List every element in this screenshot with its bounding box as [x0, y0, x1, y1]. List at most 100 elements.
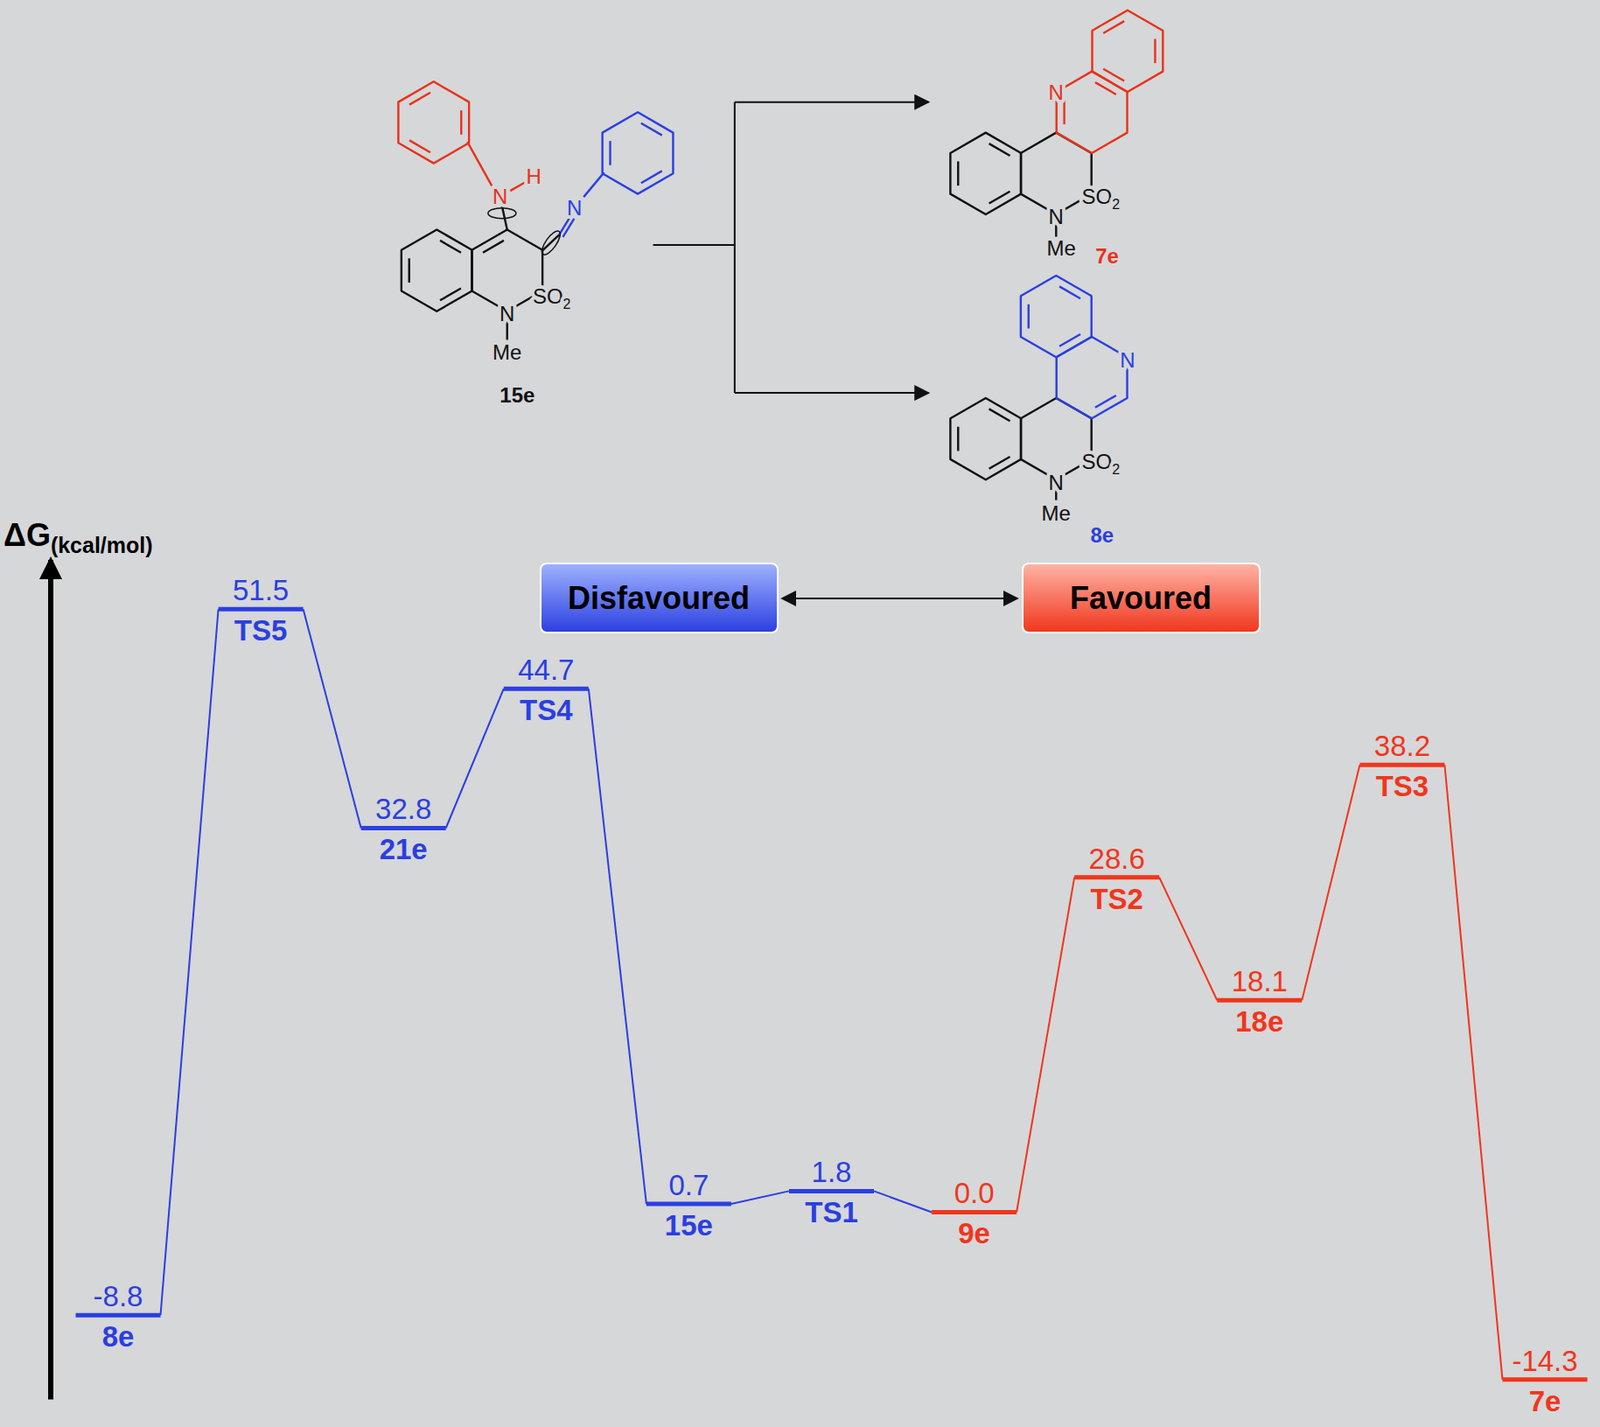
- text-run: H: [525, 164, 541, 189]
- connector: [303, 608, 362, 828]
- text-run: SO: [1081, 184, 1112, 209]
- text-run: N: [492, 184, 508, 209]
- compound-label: 7e: [1095, 244, 1119, 268]
- double-bond: [440, 287, 462, 301]
- subscript: 2: [1111, 461, 1120, 477]
- category-label: 9e: [957, 1216, 991, 1250]
- text-run: N: [1048, 204, 1064, 229]
- ring: [602, 111, 674, 194]
- connector: [873, 1190, 932, 1212]
- connector: [1159, 877, 1217, 1001]
- connector: [1444, 764, 1503, 1380]
- connector: [731, 1190, 790, 1204]
- rotation-arrow: [538, 228, 564, 258]
- atom-label: Me: [1041, 501, 1071, 525]
- data-label: 28.6: [1089, 842, 1146, 875]
- reaction-arrow: [734, 391, 930, 394]
- structure: N SO2 N Me 8e: [950, 275, 1135, 547]
- text-run: SO: [1081, 449, 1112, 474]
- data-label: 44.7: [517, 653, 574, 686]
- atom-label: SO2: [1081, 449, 1120, 477]
- ring: [1056, 336, 1128, 419]
- category-label: 21e: [379, 832, 428, 866]
- double-bond: [440, 240, 462, 253]
- data-label: 0.7: [668, 1168, 709, 1202]
- energy-level: [646, 1201, 732, 1207]
- category-label: 8e: [102, 1320, 135, 1353]
- atom-label: H: [525, 164, 541, 189]
- atom-label: N: [1048, 470, 1064, 495]
- data-label: 1.8: [811, 1155, 853, 1188]
- energy-level: [218, 607, 304, 612]
- connector: [446, 688, 504, 828]
- bond: [562, 218, 574, 238]
- double-bond: [1059, 334, 1081, 347]
- ring: [1020, 275, 1092, 357]
- double-bond: [957, 426, 959, 452]
- double-bond: [409, 92, 431, 105]
- data-label: 32.8: [375, 792, 432, 825]
- category-label: TS4: [519, 693, 573, 727]
- legend-label: Favoured: [1069, 579, 1212, 616]
- subscript: 2: [563, 296, 572, 312]
- atom-label: N: [1119, 348, 1135, 372]
- ring: [950, 398, 1021, 480]
- y-axis-label: ΔG(kcal/mol): [3, 517, 154, 558]
- data-label: -8.8: [93, 1279, 144, 1313]
- connector: [588, 688, 647, 1204]
- category-label: TS5: [234, 614, 288, 647]
- ring: [398, 81, 469, 163]
- background: [0, 0, 1600, 1427]
- ring: [401, 229, 473, 311]
- atom-label: Me: [1046, 236, 1076, 260]
- plot-data: [76, 608, 1588, 1380]
- double-arrow: [782, 597, 1018, 600]
- energy-level: [931, 1209, 1017, 1215]
- legend-box: [540, 563, 778, 633]
- double-bond: [957, 160, 959, 186]
- connector: [160, 608, 219, 1315]
- text-run: N: [566, 195, 582, 220]
- energy-level: [1502, 1376, 1588, 1382]
- energy-level: [361, 825, 447, 831]
- atom-label: Me: [492, 340, 522, 364]
- connector: [1301, 764, 1360, 1000]
- atom-label: N: [566, 195, 582, 220]
- energy-level: [1359, 762, 1445, 768]
- double-bond: [989, 456, 1011, 469]
- double-bond: [1027, 304, 1030, 329]
- text-run: SO: [532, 284, 564, 308]
- ring: [950, 132, 1021, 215]
- category-label: TS2: [1089, 882, 1144, 916]
- structure: NHNNSO2Me15e: [398, 81, 673, 407]
- atom-label: N: [1048, 80, 1064, 105]
- atom-label: N: [1048, 204, 1064, 229]
- atom-label: SO2: [532, 284, 572, 312]
- y-label-main: ΔG: [3, 517, 51, 553]
- rotation-arrow: [488, 208, 517, 219]
- category-label: 15e: [664, 1208, 713, 1242]
- compound-label: 8e: [1089, 523, 1114, 547]
- double-bond: [1059, 286, 1081, 299]
- bond: [510, 182, 525, 191]
- y-label-sub: (kcal/mol): [50, 532, 154, 558]
- double-bond: [408, 258, 411, 283]
- text-run: Me: [1046, 236, 1076, 260]
- text-run: N: [1048, 470, 1064, 495]
- double-bond: [641, 123, 663, 136]
- ring: [1056, 71, 1128, 154]
- category-label: TS1: [804, 1195, 859, 1229]
- legend-label: Disfavoured: [567, 579, 750, 616]
- text-run: Me: [492, 340, 522, 364]
- double-bond: [1153, 38, 1156, 63]
- double-bond: [1095, 395, 1117, 408]
- atom-label: SO2: [1081, 184, 1120, 212]
- double-bond: [1103, 20, 1125, 34]
- structure: N SO2 N Me 7e: [950, 10, 1163, 268]
- data-label: -14.3: [1511, 1344, 1578, 1377]
- energy-level: [503, 686, 589, 692]
- bond: [583, 172, 604, 197]
- data-label: 38.2: [1374, 729, 1431, 762]
- category-label: 7e: [1529, 1384, 1562, 1418]
- text-run: N: [499, 301, 515, 326]
